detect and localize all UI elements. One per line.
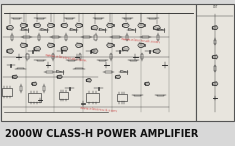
Bar [37, 18, 44, 19]
Bar [59, 92, 68, 99]
Bar [105, 71, 112, 73]
Bar [13, 18, 20, 19]
Bar [68, 60, 75, 61]
Bar [130, 60, 137, 61]
Bar [52, 36, 59, 38]
Bar [79, 54, 81, 59]
Bar [113, 36, 120, 38]
Bar [2, 88, 12, 96]
Bar [26, 54, 28, 59]
Bar [66, 18, 73, 19]
Bar [46, 71, 53, 73]
Bar [94, 35, 97, 40]
Bar [17, 68, 24, 69]
Bar [126, 35, 128, 40]
Bar [124, 18, 131, 19]
Bar [141, 54, 143, 59]
Bar [157, 35, 159, 40]
Bar [37, 60, 44, 61]
Bar [38, 35, 40, 40]
Bar [23, 36, 30, 38]
Text: www.elecircuit.com: www.elecircuit.com [44, 53, 87, 63]
Bar [142, 36, 149, 38]
Bar [214, 66, 216, 71]
Bar [117, 94, 126, 101]
Text: OUT: OUT [212, 5, 218, 9]
Bar [196, 4, 234, 121]
Text: 2000W CLASS-H POWER AMPLIFIER: 2000W CLASS-H POWER AMPLIFIER [5, 129, 198, 139]
Bar [110, 54, 112, 59]
Bar [28, 93, 41, 102]
Bar [157, 95, 164, 96]
Bar [1, 4, 196, 121]
Text: www.elecircuit.com: www.elecircuit.com [121, 37, 161, 45]
Bar [43, 86, 45, 91]
Bar [214, 40, 216, 44]
Bar [95, 18, 102, 19]
Text: www.elecircuit.com: www.elecircuit.com [80, 106, 118, 113]
Bar [149, 18, 157, 19]
Bar [75, 68, 82, 69]
Bar [65, 35, 67, 40]
Bar [11, 35, 13, 40]
Bar [134, 95, 141, 96]
Bar [52, 54, 54, 59]
Bar [99, 60, 106, 61]
Bar [83, 36, 90, 38]
Bar [86, 93, 99, 102]
Bar [20, 86, 22, 91]
